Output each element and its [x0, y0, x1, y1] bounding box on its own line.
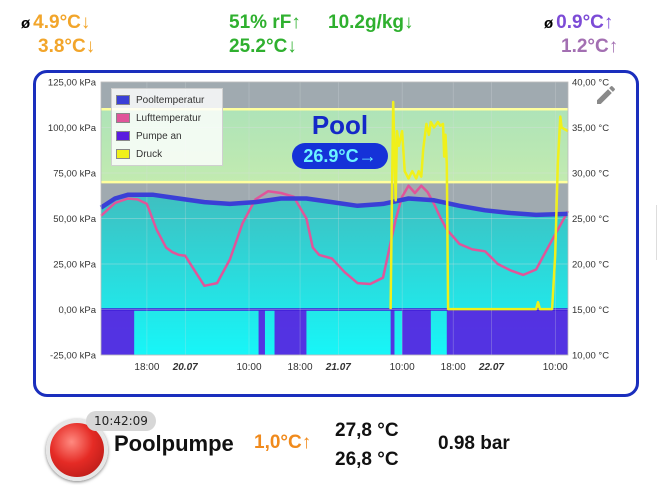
- outdoor-min-value: 3.8°C↓: [38, 36, 96, 57]
- y-left-tick-label: 0,00 kPa: [59, 305, 97, 316]
- average-symbol-right: ø: [544, 15, 554, 32]
- legend-swatch: [116, 149, 130, 159]
- pump-on-bar: [390, 309, 395, 355]
- humidity-temperature: 25.2°C↓: [229, 36, 297, 57]
- humidity-relative: 51% rF↑: [229, 12, 301, 33]
- y-right-tick-label: 40,00 °C: [572, 78, 609, 89]
- pencil-icon[interactable]: [594, 83, 618, 107]
- legend-label: Druck: [136, 148, 163, 160]
- pump-on-bar: [258, 309, 265, 355]
- legend-item-lufttemperatur[interactable]: Lufttemperatur: [116, 109, 218, 127]
- y-left-tick-label: 25,00 kPa: [53, 260, 96, 271]
- y-right-tick-label: 20,00 °C: [572, 260, 609, 271]
- page-edge-divider: [656, 205, 665, 260]
- legend-label: Lufttemperatur: [136, 112, 202, 124]
- legend-swatch: [116, 113, 130, 123]
- legend-label: Pumpe an: [136, 130, 182, 142]
- y-right-tick-label: 15,00 °C: [572, 305, 609, 316]
- outdoor-max-row: ø 4.9°C↓: [21, 12, 90, 35]
- x-tick-label: 10:00: [236, 362, 261, 373]
- pump-on-bar: [101, 309, 135, 355]
- y-left-tick-label: 100,00 kPa: [48, 123, 97, 134]
- time-badge: 10:42:09: [86, 411, 156, 431]
- x-tick-label: 18:00: [134, 362, 159, 373]
- y-left-tick-label: -25,00 kPa: [50, 351, 97, 362]
- pump-on-bar: [402, 309, 431, 355]
- legend-item-druck[interactable]: Druck: [116, 145, 218, 163]
- legend-swatch: [116, 95, 130, 105]
- right-max-value: 0.9°C↑: [556, 12, 614, 33]
- x-tick-label: 10:00: [390, 362, 415, 373]
- legend-item-pooltemperatur[interactable]: Pooltemperatur: [116, 91, 218, 109]
- chart-legend: Pooltemperatur Lufttemperatur Pumpe an D…: [111, 88, 223, 166]
- x-tick-label: 21.07: [325, 362, 351, 373]
- air-temperature-line: [100, 184, 570, 288]
- tile-title: Pool: [311, 110, 369, 140]
- humidity-absolute: 10.2g/kg↓: [328, 12, 414, 33]
- y-left-tick-label: 125,00 kPa: [48, 78, 97, 89]
- pool-chart: 125,00 kPa 100,00 kPa 75,00 kPa 50,00 kPa 25…: [48, 78, 609, 374]
- temperature-1: 27,8 °C: [335, 420, 399, 441]
- legend-label: Pooltemperatur: [136, 94, 205, 106]
- y-right-tick-label: 30,00 °C: [572, 169, 609, 180]
- y-right-tick-label: 25,00 °C: [572, 214, 609, 225]
- pump-name: Poolpumpe: [114, 431, 234, 456]
- legend-swatch: [116, 131, 130, 141]
- x-tick-label: 10:00: [543, 362, 568, 373]
- legend-item-pumpe-an[interactable]: Pumpe an: [116, 127, 218, 145]
- pool-tile[interactable]: 125,00 kPa 100,00 kPa 75,00 kPa 50,00 kPa 25…: [33, 70, 639, 397]
- pump-on-bar: [446, 309, 568, 355]
- x-tick-label: 18:00: [288, 362, 313, 373]
- right-max-row: ø 0.9°C↑: [544, 12, 613, 35]
- y-left-tick-label: 50,00 kPa: [53, 214, 96, 225]
- y-right-tick-label: 35,00 °C: [572, 123, 609, 134]
- pump-on-bar: [274, 309, 307, 355]
- pressure-value: 0.98 bar: [438, 433, 510, 454]
- y-right-tick-label: 10,00 °C: [572, 351, 609, 362]
- pool-temperature-value: 26.9°C→: [292, 143, 388, 169]
- x-tick-label: 18:00: [441, 362, 466, 373]
- y-left-tick-label: 75,00 kPa: [53, 169, 96, 180]
- temperature-2: 26,8 °C: [335, 449, 399, 470]
- average-symbol: ø: [21, 15, 31, 32]
- x-tick-label: 20.07: [172, 362, 198, 373]
- plot-frame: [100, 81, 569, 356]
- pressure-line: [389, 100, 569, 311]
- x-tick-label: 22.07: [478, 362, 504, 373]
- right-min-value: 1.2°C↑: [561, 36, 619, 57]
- pump-temperature-trend: 1,0°C↑: [254, 432, 312, 453]
- outdoor-max-value: 4.9°C↓: [33, 12, 91, 33]
- pool-temperature-line: [99, 192, 569, 218]
